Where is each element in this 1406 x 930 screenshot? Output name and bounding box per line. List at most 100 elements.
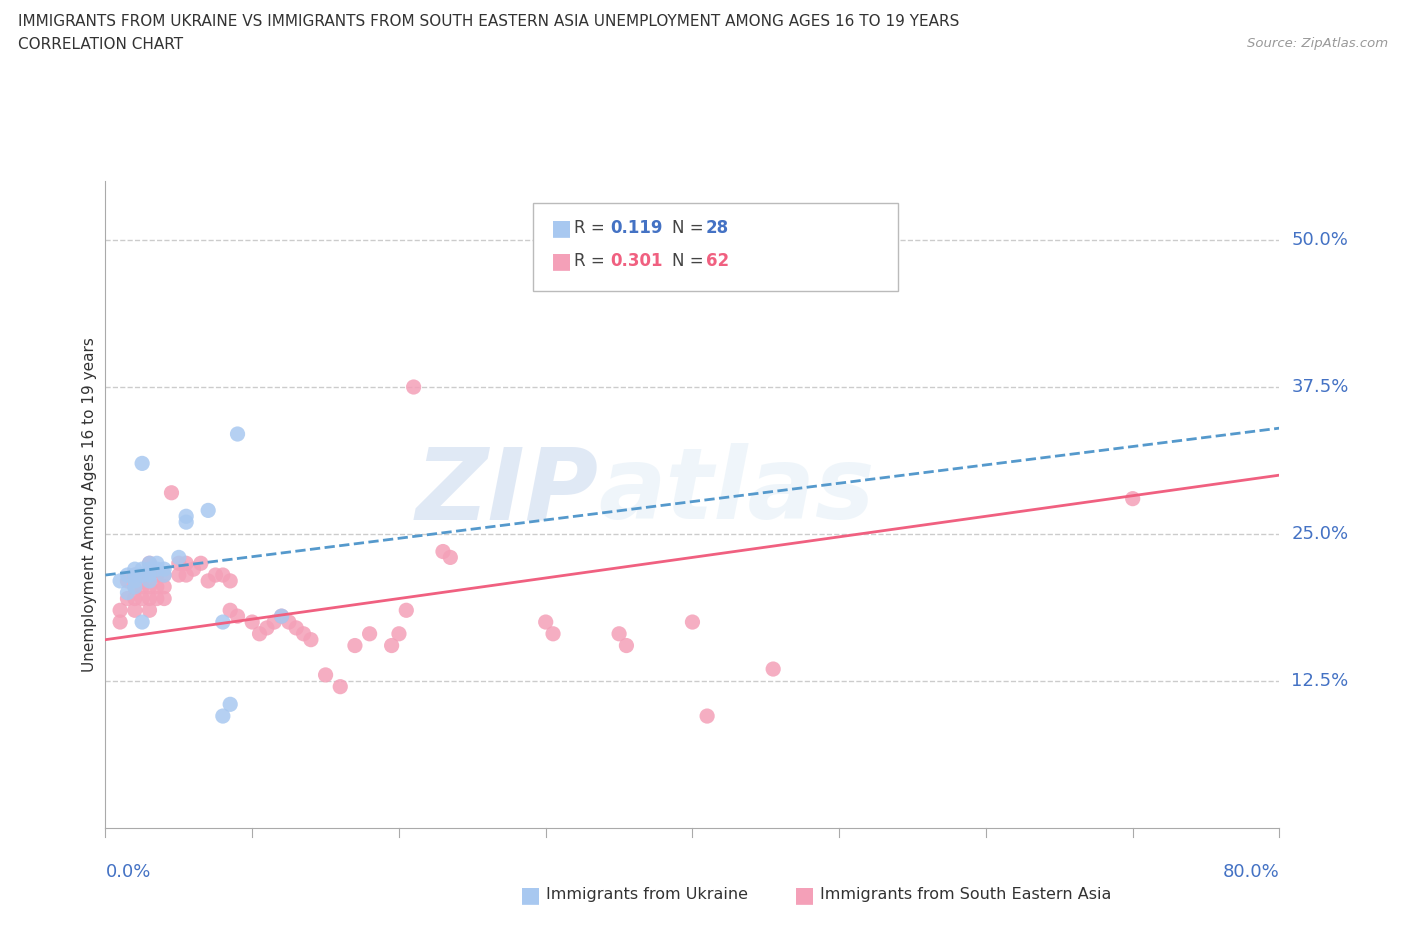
Text: R =: R = [574,252,610,270]
Point [108,615,131,630]
Point [138,567,160,582]
Point [146,556,169,571]
Text: ZIP: ZIP [416,443,599,540]
Point [219,603,242,618]
Point [174,509,197,524]
Point [153,567,176,582]
Point [285,620,308,635]
Text: Immigrants from Ukraine: Immigrants from Ukraine [546,887,748,902]
Text: CORRELATION CHART: CORRELATION CHART [18,37,183,52]
Text: ■: ■ [551,218,572,238]
Point [131,615,153,630]
Point [256,620,278,635]
Point [211,615,233,630]
Point [117,574,139,589]
Point [534,615,557,630]
Point [249,627,271,642]
Point [263,615,285,630]
Point [146,579,169,594]
Point [682,615,704,630]
Point [153,567,176,582]
Point [167,567,190,582]
Point [124,603,146,618]
Point [138,574,160,589]
Point [117,567,139,582]
Point [439,550,461,565]
Point [146,567,169,582]
Point [160,485,183,500]
Text: ■: ■ [551,251,572,272]
Point [153,591,176,606]
Text: N =: N = [672,219,709,236]
Text: R =: R = [574,219,610,236]
Point [190,556,212,571]
Text: 12.5%: 12.5% [1291,671,1348,690]
Text: 37.5%: 37.5% [1291,378,1348,396]
Point [240,615,263,630]
Text: atlas: atlas [599,443,875,540]
Point [124,579,146,594]
Text: 80.0%: 80.0% [1223,863,1279,881]
Text: ■: ■ [520,884,541,905]
Text: 28: 28 [706,219,728,236]
Point [153,562,176,577]
Point [211,567,233,582]
Point [432,544,454,559]
Text: Immigrants from South Eastern Asia: Immigrants from South Eastern Asia [820,887,1111,902]
Point [167,550,190,565]
Point [108,603,131,618]
Point [607,627,630,642]
Text: 0.301: 0.301 [610,252,662,270]
Point [197,574,219,589]
Point [138,603,160,618]
Point [131,567,153,582]
Point [117,591,139,606]
Point [174,556,197,571]
Point [226,427,249,442]
Point [270,609,292,624]
Point [124,567,146,582]
Point [124,567,146,582]
Point [124,562,146,577]
Point [174,567,197,582]
Point [395,603,418,618]
Point [359,627,381,642]
Point [402,379,425,394]
Point [124,579,146,594]
Point [138,567,160,582]
Text: 0.119: 0.119 [610,219,662,236]
Point [138,556,160,571]
Point [299,632,322,647]
Text: 62: 62 [706,252,728,270]
Point [270,609,292,624]
Point [131,456,153,471]
Text: Source: ZipAtlas.com: Source: ZipAtlas.com [1247,37,1388,50]
Point [138,579,160,594]
Point [204,567,226,582]
Point [197,503,219,518]
Text: 50.0%: 50.0% [1291,232,1348,249]
Point [226,609,249,624]
Text: N =: N = [672,252,709,270]
Text: 0.0%: 0.0% [105,863,150,881]
Y-axis label: Unemployment Among Ages 16 to 19 years: Unemployment Among Ages 16 to 19 years [82,337,97,672]
Point [124,574,146,589]
Point [541,627,564,642]
Point [343,638,366,653]
Point [146,562,169,577]
Point [292,627,315,642]
Text: IMMIGRANTS FROM UKRAINE VS IMMIGRANTS FROM SOUTH EASTERN ASIA UNEMPLOYMENT AMONG: IMMIGRANTS FROM UKRAINE VS IMMIGRANTS FR… [18,14,960,29]
Point [211,709,233,724]
Point [153,579,176,594]
Point [315,668,337,683]
Point [124,591,146,606]
Point [277,615,299,630]
Point [167,556,190,571]
Point [131,579,153,594]
Point [174,514,197,529]
Point [381,638,404,653]
Point [138,562,160,577]
Point [131,567,153,582]
Point [219,697,242,711]
Point [762,661,785,676]
